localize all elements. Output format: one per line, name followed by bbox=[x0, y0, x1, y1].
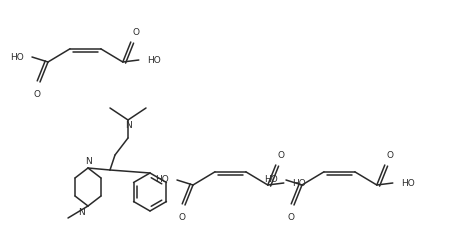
Text: HO: HO bbox=[10, 53, 24, 61]
Text: O: O bbox=[132, 28, 140, 37]
Text: O: O bbox=[277, 151, 284, 160]
Text: HO: HO bbox=[155, 175, 169, 185]
Text: HO: HO bbox=[401, 179, 414, 188]
Text: HO: HO bbox=[147, 55, 161, 65]
Text: HO: HO bbox=[292, 179, 306, 188]
Text: N: N bbox=[86, 157, 92, 166]
Text: N: N bbox=[125, 121, 131, 130]
Text: O: O bbox=[33, 90, 40, 99]
Text: O: O bbox=[288, 213, 294, 222]
Text: N: N bbox=[78, 208, 85, 217]
Text: O: O bbox=[179, 213, 185, 222]
Text: O: O bbox=[386, 151, 393, 160]
Text: HO: HO bbox=[264, 175, 278, 185]
